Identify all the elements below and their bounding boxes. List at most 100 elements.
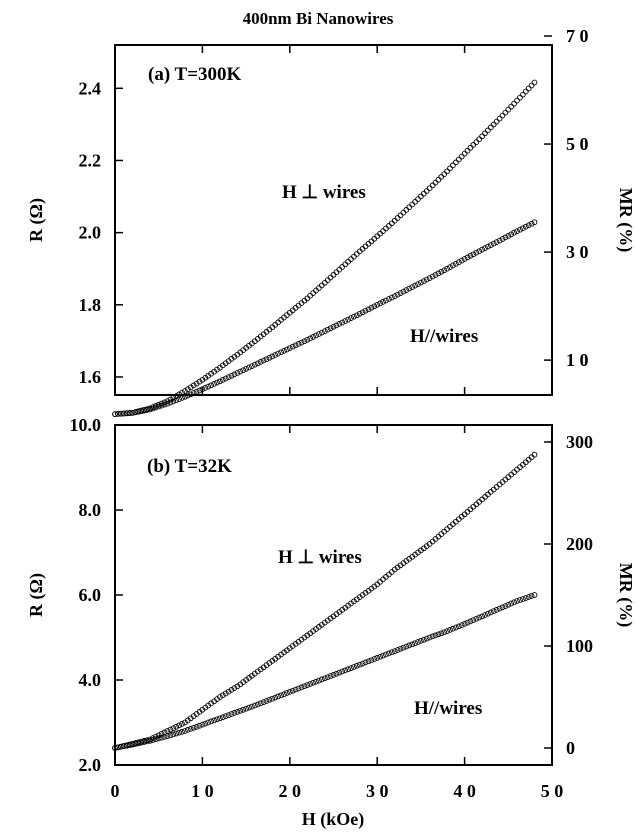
panel-b-marks [112,451,538,751]
panel-a-series-1-point [345,258,351,265]
panel-b-series-2-point [266,696,273,703]
panel-a-series-2-point [260,357,267,364]
x-axis-label: H (kOe) [302,809,365,830]
panel-a-series-2-point [214,379,220,386]
panel-a-series-1-point [324,277,331,283]
panel-b-series-2-point [380,652,386,659]
panel-a-y-tick-label: 1.6 [79,367,102,387]
panel-b-series-2-point [269,695,276,702]
panel-a-series-2-point [485,243,491,250]
panel-a-series-1-point [158,400,165,407]
panel-a-series-2-point [150,405,156,412]
panel-b-series-2-point [184,727,191,733]
panel-b-y2-tick-label: 100 [566,636,593,656]
panel-b-y-tick-label: 2.0 [79,755,102,775]
panel-a-series-1-point [461,150,468,157]
panel-b-series-2-point [193,723,200,730]
panel-a-series-1-point [502,109,509,116]
panel-a-series-2-point [330,323,337,330]
panel-a-series-1-point [444,168,450,175]
panel-a-series-1-point [450,162,456,169]
panel-a-series-2-point [522,223,529,230]
panel-b-series-1-point [158,730,165,737]
panel-a-series-2-point [196,387,203,394]
panel-a-series-1-point [467,144,474,151]
panel-b-series-2-point [420,636,427,643]
panel-b-series-2-point [464,619,471,626]
panel-a-series-2-point [473,249,480,256]
panel-b-series-2-point [450,625,456,632]
panel-b-series-2-point [351,664,357,670]
panel-a-series-2-point [394,291,401,298]
panel-a-series-2-point [184,392,191,399]
panel-a-series-2-point [403,287,410,293]
panel-a-series-2-point [173,397,180,404]
panel-a-series-2-point [254,360,261,367]
panel-a-series-2-point [199,386,206,393]
figure-title: 400nm Bi Nanowires [243,9,394,28]
panel-b-series-2-point [461,621,468,627]
panel-b-series-2-point [397,645,404,652]
panel-a-series-2-point [217,378,223,385]
panel-a-series-2-point [257,359,264,365]
panel-a-series-2-point [487,242,494,248]
panel-a-series-1-point [182,388,188,394]
panel-b-y2-tick-label: 300 [566,432,593,452]
panel-a-series-2-point [298,339,305,346]
panel-b-series-2-point [170,731,177,738]
panel-a-series-2-point [243,365,249,372]
panel-a-series-1-point [196,378,203,385]
panel-b-series-2-point [435,631,442,638]
panel-a-series-2-point [284,346,290,353]
panel-b-series-2-point [426,634,433,641]
panel-a-series-1-point [418,193,424,200]
panel-a-series-2-point [141,407,147,414]
panel-a-series-2-point [356,310,363,317]
panel-a-series-2-point [508,231,515,238]
panel-b-series-2-point [330,672,337,678]
panel-b-series-2-point [415,639,421,645]
panel-a-series-2-point [450,262,456,269]
panel-b-series-2-point [251,702,258,709]
panel-a-series-2-point [429,273,436,280]
panel-b-ylabel: R (Ω) [26,573,47,617]
panel-b-series-2-point [342,667,349,674]
panel-b-series-2-point [202,720,209,727]
panel-b-series-2-point [281,691,287,698]
panel-b-series-2-point [485,610,491,617]
panel-b-x-tick-label: 4 0 [453,781,476,801]
panel-b-y-tick-label: 10.0 [70,415,102,435]
panel-a-series-1-point [485,127,491,134]
panel-b-series-2-point [260,699,267,705]
panel-a-series-1-point [167,396,174,403]
panel-a-series-1-point [164,398,171,404]
panel-a-series-1-point [190,382,197,389]
panel-a-series-1-point [438,174,445,180]
panel-a-series-2-point [517,226,523,233]
panel-a-series-2-point [251,361,258,368]
panel-a-series-1-point [464,147,471,154]
panel-a-series-2-point [444,265,450,272]
panel-a-series-2-point [438,268,445,275]
panel-b-series-2-point [429,633,436,640]
panel-b-series-2-point [353,662,360,669]
panel-b-series-2-point [205,719,212,726]
panel-b-series-2-point [490,608,497,614]
panel-b-series-2-point [359,660,366,667]
panel-b-series-2-point [275,693,281,700]
panel-b-series-2-point [199,721,206,728]
panel-a-series-2-point [307,335,314,342]
panel-a-series-1-point [455,156,462,163]
panel-a-series-2-point [272,352,279,358]
panel-a-series-1-point [470,142,477,148]
panel-a-series-2-point [318,329,325,336]
panel-a-series-1-point [173,393,180,399]
panel-a-series-2-point [132,409,139,416]
panel-b-series-2-point [222,713,229,719]
panel-a-series-2-point [193,388,200,395]
panel-a-series-2-point [263,356,270,363]
panel-b-series-2-point [391,648,398,654]
panel-a-series-1-point [505,106,512,113]
panel-a-series-1-point [426,185,433,192]
panel-b-series-2-point [528,593,535,599]
